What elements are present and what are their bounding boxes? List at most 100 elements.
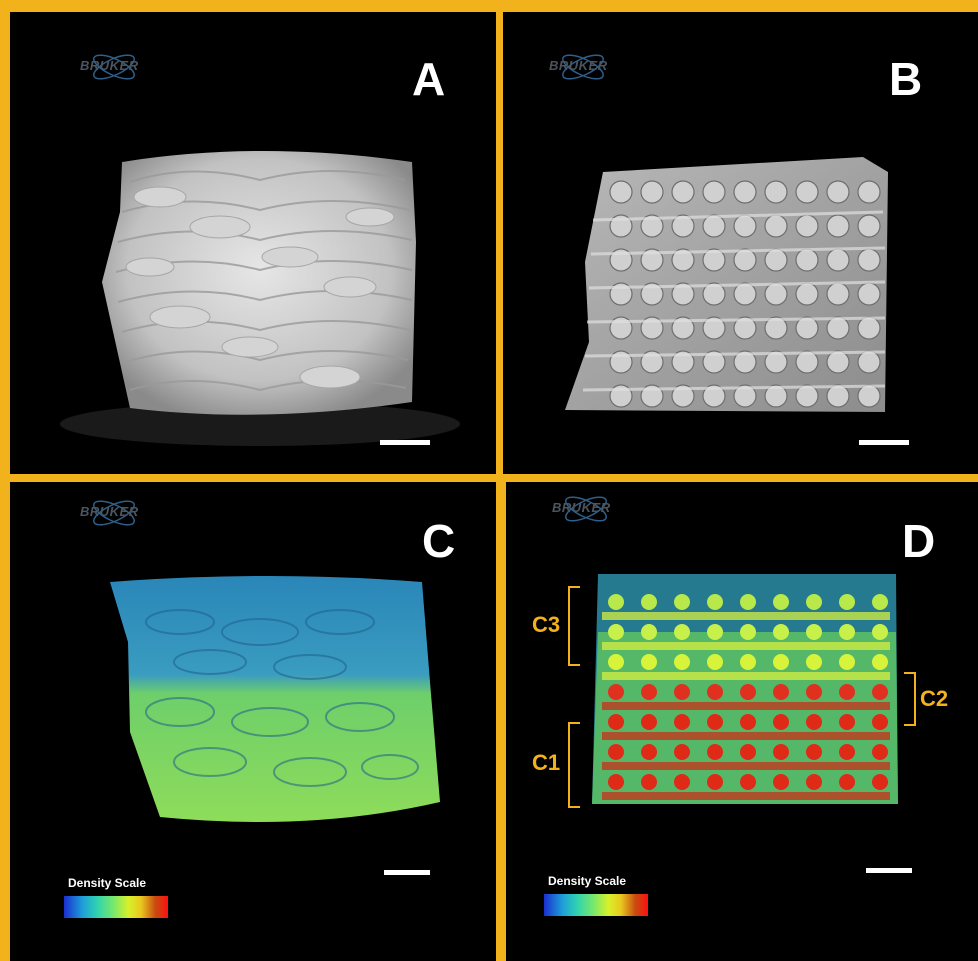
strand-section <box>795 316 819 340</box>
bruker-logo: BRUKER <box>546 486 626 532</box>
strand-section <box>702 384 726 408</box>
strand-section <box>839 654 855 670</box>
strand-section <box>671 384 695 408</box>
scale-bar <box>380 440 430 445</box>
strand-band <box>602 702 890 710</box>
strand-section <box>674 744 690 760</box>
strand-section <box>608 684 624 700</box>
atom-logo-icon <box>93 54 135 80</box>
panel-label-a: A <box>412 53 446 105</box>
strand-section <box>707 714 723 730</box>
strand-section <box>795 214 819 238</box>
strand-band <box>602 672 890 680</box>
strand-section <box>857 282 881 306</box>
strand-section <box>740 684 756 700</box>
strand-section <box>641 594 657 610</box>
strand-section <box>608 714 624 730</box>
strand-section <box>640 180 664 204</box>
strand-section <box>707 744 723 760</box>
strand-section <box>826 180 850 204</box>
strand-section <box>707 774 723 790</box>
strand-section <box>806 594 822 610</box>
panel-label-b: B <box>889 53 923 105</box>
strand-section <box>733 248 757 272</box>
strand-section <box>826 350 850 374</box>
strand-section <box>872 594 888 610</box>
strand-section <box>707 654 723 670</box>
bracket-c3 <box>568 586 580 666</box>
strand-section <box>733 282 757 306</box>
bracket-c1 <box>568 722 580 808</box>
scaffold-render-b <box>565 157 888 412</box>
strand-section <box>702 316 726 340</box>
strand-section <box>806 654 822 670</box>
strand-section <box>707 594 723 610</box>
logo-text: BRUKER <box>80 504 139 519</box>
strand-section <box>608 594 624 610</box>
panel-a: BRUKER A <box>10 12 496 474</box>
scaffold-render-a <box>60 151 460 446</box>
panel-label-d: D <box>902 515 936 567</box>
strand-section <box>826 384 850 408</box>
strand-section <box>872 654 888 670</box>
strand-section <box>773 744 789 760</box>
strand-section <box>733 214 757 238</box>
bruker-logo: BRUKER <box>543 44 623 90</box>
strand-section <box>806 684 822 700</box>
strand-section <box>671 282 695 306</box>
strand-section <box>608 744 624 760</box>
strand-section <box>702 282 726 306</box>
strand-section <box>671 180 695 204</box>
strand-section <box>795 384 819 408</box>
atom-logo-icon <box>565 496 607 522</box>
strand-section <box>826 248 850 272</box>
strand-section <box>795 282 819 306</box>
panel-c: BRUKER C <box>10 482 496 961</box>
strand-section <box>702 214 726 238</box>
strand-section <box>839 684 855 700</box>
strand-band <box>602 762 890 770</box>
strand-section <box>795 248 819 272</box>
density-scale-title: Density Scale <box>68 876 147 890</box>
strand-section <box>764 214 788 238</box>
strand-section <box>641 624 657 640</box>
strand-section <box>671 248 695 272</box>
strand-section <box>764 282 788 306</box>
strand-section <box>702 350 726 374</box>
strand-section <box>872 774 888 790</box>
strand-section <box>609 180 633 204</box>
strand-section <box>764 350 788 374</box>
strand-section <box>826 316 850 340</box>
strand-section <box>674 774 690 790</box>
strand-section <box>674 624 690 640</box>
bruker-logo: BRUKER <box>74 490 154 536</box>
strand-section <box>740 654 756 670</box>
strand-section <box>826 282 850 306</box>
strand-section <box>733 350 757 374</box>
atom-logo-icon <box>93 500 135 526</box>
strand-section <box>733 180 757 204</box>
strand-section <box>806 774 822 790</box>
strand-section <box>740 594 756 610</box>
strand-section <box>640 214 664 238</box>
strand-section <box>641 744 657 760</box>
strand-section <box>764 384 788 408</box>
logo-text: BRUKER <box>549 58 608 73</box>
bruker-logo: BRUKER <box>74 44 154 90</box>
strand-section <box>671 214 695 238</box>
strand-section <box>773 774 789 790</box>
bracket-c2 <box>904 672 916 726</box>
strand-section <box>839 624 855 640</box>
panel-label-c: C <box>422 515 456 567</box>
density-scale-title: Density Scale <box>548 874 627 888</box>
strand-section <box>872 624 888 640</box>
strand-section <box>640 248 664 272</box>
strand-section <box>839 744 855 760</box>
strand-band <box>602 642 890 650</box>
strand-section <box>857 384 881 408</box>
strand-section <box>674 714 690 730</box>
region-label-c1: C1 <box>532 750 561 775</box>
strand-section <box>773 624 789 640</box>
strand-section <box>839 714 855 730</box>
strand-section <box>702 248 726 272</box>
